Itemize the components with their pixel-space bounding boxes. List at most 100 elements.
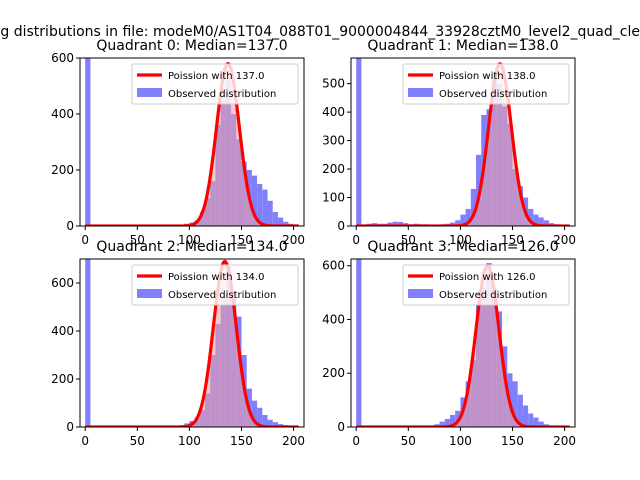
poisson-fit-line xyxy=(84,62,300,226)
x-tick-label: 100 xyxy=(178,233,201,247)
x-tick-label: 0 xyxy=(352,434,360,448)
y-tick-label: 200 xyxy=(322,366,345,380)
quadrant-0-panel: 0 50 100 150 200 0 200 400 600 Quadrant 0: Median… xyxy=(51,38,305,247)
x-tick-label: 0 xyxy=(81,233,89,247)
histogram-bar xyxy=(449,222,456,226)
histogram-bar xyxy=(522,405,529,427)
legend-hist-label: Observed distribution xyxy=(168,290,276,301)
x-tick-label: 50 xyxy=(401,434,416,448)
legend-hist-swatch xyxy=(137,88,162,97)
histogram-bar xyxy=(528,208,534,226)
legend: Poission with 137.0 Observed distribution xyxy=(131,63,299,105)
x-tick-label: 0 xyxy=(352,233,360,247)
histogram-bar xyxy=(460,214,466,226)
legend-box xyxy=(402,63,570,105)
legend-hist-label: Observed distribution xyxy=(439,290,547,301)
fit-fill-area xyxy=(356,63,570,226)
histogram-bar xyxy=(85,259,91,427)
quadrant-0-plot-area xyxy=(84,58,300,226)
quadrant-1-panel: 0 50 100 150 200 0 100 200 300 400 500 Quadrant 1: … xyxy=(322,38,576,247)
legend-hist-swatch xyxy=(408,88,433,97)
y-tick-label: 200 xyxy=(51,163,74,177)
quadrant-3-title: Quadrant 3: Median=126.0 xyxy=(367,239,558,255)
x-tick-label: 50 xyxy=(401,233,416,247)
y-tick-label: 500 xyxy=(322,77,345,91)
y-tick-label: 400 xyxy=(51,107,74,121)
histogram-bar xyxy=(465,208,471,226)
histogram-bar xyxy=(356,58,362,226)
quadrant-1-plot-area xyxy=(355,58,571,226)
x-tick-label: 100 xyxy=(449,434,472,448)
histogram-bar xyxy=(262,189,268,226)
histogram-bar xyxy=(283,221,289,226)
quadrant-0-title: Quadrant 0: Median=137.0 xyxy=(96,38,287,54)
fit-fill-area xyxy=(85,63,299,226)
histogram-bar xyxy=(251,175,258,226)
x-tick-label: 200 xyxy=(553,434,576,448)
y-tick-label: 0 xyxy=(337,219,345,233)
legend-hist-label: Observed distribution xyxy=(439,89,547,100)
histogram-bar xyxy=(517,394,523,427)
figure-suptitle: Plotting distributions in file: modeM0/A… xyxy=(0,24,640,40)
legend-box xyxy=(131,63,299,105)
y-tick-label: 0 xyxy=(66,219,74,233)
histogram-bar xyxy=(512,381,518,427)
histogram-bar xyxy=(262,415,268,427)
histogram-bar xyxy=(257,184,263,226)
histogram-bar xyxy=(277,217,284,226)
legend-hist-swatch xyxy=(137,289,162,298)
histogram-bar xyxy=(251,400,258,427)
legend-hist-label: Observed distribution xyxy=(168,89,276,100)
x-tick-label: 100 xyxy=(449,233,472,247)
histogram-bar xyxy=(444,418,450,427)
y-tick-label: 200 xyxy=(322,162,345,176)
legend-fit-label: Poission with 137.0 xyxy=(168,71,264,82)
histogram-bar xyxy=(392,221,398,226)
histogram-bar xyxy=(85,58,91,226)
histogram-bar xyxy=(538,217,544,226)
histogram-bar xyxy=(533,417,539,427)
histogram-bar xyxy=(528,413,534,427)
histogram-bar xyxy=(267,200,273,226)
subplot-grid: 0 50 100 150 200 0 200 400 600 Quadrant 0: Median… xyxy=(51,38,576,448)
x-tick-label: 150 xyxy=(230,434,253,448)
histogram-bar xyxy=(356,259,362,427)
legend-fit-label: Poission with 126.0 xyxy=(439,272,535,283)
axes-frame xyxy=(350,258,576,428)
axes-frame xyxy=(79,57,305,227)
histogram-bar xyxy=(543,220,549,226)
quadrant-2-plot-area xyxy=(84,259,300,427)
x-tick-label: 200 xyxy=(282,233,305,247)
x-tick-label: 100 xyxy=(178,434,201,448)
histogram-bar xyxy=(455,220,461,226)
histogram-bar xyxy=(538,421,544,427)
y-tick-label: 400 xyxy=(322,312,345,326)
histogram-bar xyxy=(267,419,273,427)
quadrant-2-title: Quadrant 2: Median=134.0 xyxy=(96,239,287,255)
legend: Poission with 134.0 Observed distribution xyxy=(131,264,299,306)
histogram-bar xyxy=(257,407,263,427)
quadrant-1-title: Quadrant 1: Median=138.0 xyxy=(367,38,558,54)
y-tick-label: 0 xyxy=(66,420,74,434)
x-tick-label: 200 xyxy=(282,434,305,448)
legend-hist-swatch xyxy=(408,289,433,298)
y-tick-label: 100 xyxy=(322,191,345,205)
legend-box xyxy=(402,264,570,306)
poisson-fit-line xyxy=(355,62,571,226)
histogram-bar xyxy=(449,414,456,427)
axes-frame xyxy=(350,57,576,227)
histogram-bar xyxy=(272,422,278,427)
legend: Poission with 138.0 Observed distribution xyxy=(402,63,570,105)
histogram-bar xyxy=(470,188,477,226)
y-tick-label: 600 xyxy=(51,51,74,65)
y-tick-label: 600 xyxy=(51,276,74,290)
histogram-bar xyxy=(533,214,539,226)
legend-box xyxy=(131,264,299,306)
y-tick-label: 400 xyxy=(322,105,345,119)
quadrant-2-panel: 0 50 100 150 200 0 200 400 600 Quadrant 2: Median… xyxy=(51,239,305,448)
x-tick-label: 150 xyxy=(230,233,253,247)
histogram-bar xyxy=(397,222,404,226)
y-tick-label: 200 xyxy=(51,372,74,386)
histogram-bar xyxy=(439,421,445,427)
legend-fit-label: Poission with 134.0 xyxy=(168,272,264,283)
